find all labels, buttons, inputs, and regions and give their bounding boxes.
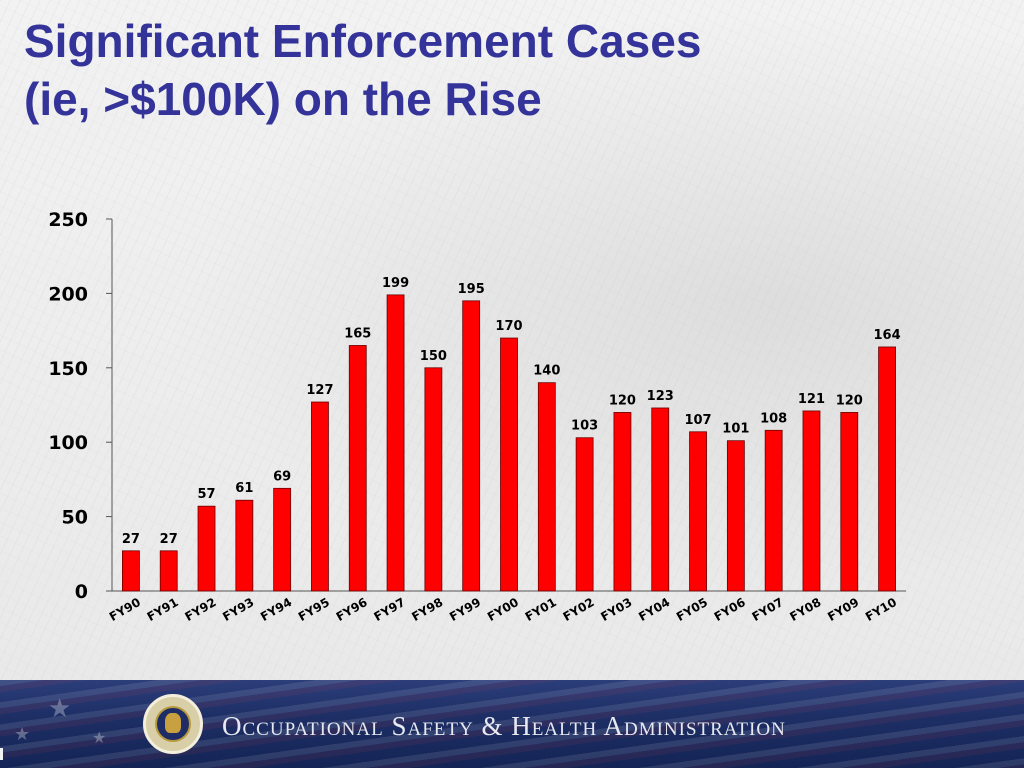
data-label: 150 <box>420 349 447 364</box>
data-label: 27 <box>160 532 178 547</box>
x-tick-label: FY01 <box>523 595 559 624</box>
data-label: 121 <box>798 392 825 407</box>
y-tick-label: 0 <box>75 581 88 603</box>
x-tick-label: FY90 <box>107 595 143 624</box>
bar <box>197 505 216 592</box>
x-tick-label: FY94 <box>258 595 294 624</box>
data-label: 69 <box>273 469 291 484</box>
bar <box>726 440 745 592</box>
bar <box>273 487 292 592</box>
bar <box>613 412 632 592</box>
data-label: 103 <box>571 419 598 434</box>
star-icon: ★ <box>14 724 31 745</box>
y-tick-label: 200 <box>48 283 88 305</box>
bar <box>122 550 140 592</box>
star-icon: ★ <box>92 728 107 747</box>
data-label: 61 <box>235 481 253 496</box>
x-tick-label: FY00 <box>485 595 521 624</box>
bar <box>689 431 707 592</box>
x-tick-label: FY04 <box>636 595 672 624</box>
y-tick-label: 50 <box>62 507 88 529</box>
data-label: 27 <box>122 532 140 547</box>
data-label: 123 <box>647 389 674 404</box>
slide-edge-marker <box>0 748 3 760</box>
star-icon: ★ <box>48 694 72 724</box>
bar <box>424 367 443 592</box>
data-label: 140 <box>533 364 560 379</box>
data-label: 199 <box>382 276 409 291</box>
bar <box>386 294 405 592</box>
bar-chart: 0 50 100 150 200 250 27 FY90 27 FY91 57 FY92 61 FY93 6… <box>48 209 906 624</box>
y-tick-label: 250 <box>48 209 88 231</box>
data-label: 127 <box>306 383 333 398</box>
y-tick-label: 100 <box>48 432 88 454</box>
slide-title-line2: (ie, >$100K) on the Rise <box>24 73 542 125</box>
x-tick-label: FY91 <box>145 595 181 624</box>
slide-title: Significant Enforcement Cases (ie, >$100… <box>24 12 984 128</box>
bar <box>462 300 481 592</box>
bar <box>840 412 859 592</box>
bar <box>235 499 254 592</box>
x-tick-label: FY99 <box>447 595 483 624</box>
bar <box>651 407 670 592</box>
x-tick-label: FY05 <box>674 595 710 624</box>
bar <box>575 437 594 592</box>
data-label: 120 <box>836 393 863 408</box>
data-label: 57 <box>197 487 215 502</box>
slide-title-line1: Significant Enforcement Cases <box>24 15 702 67</box>
data-label: 170 <box>495 319 522 334</box>
bar <box>537 382 556 592</box>
x-tick-label: FY92 <box>182 595 218 624</box>
bar <box>764 429 783 592</box>
data-label: 164 <box>874 328 901 343</box>
data-label: 108 <box>760 411 787 426</box>
seal-center <box>155 706 191 742</box>
data-label: 165 <box>344 326 371 341</box>
eagle-icon <box>165 713 181 733</box>
bar <box>311 401 329 592</box>
x-tick-label: FY08 <box>787 595 823 624</box>
x-tick-label: FY02 <box>561 595 597 624</box>
x-tick-label: FY97 <box>372 595 408 624</box>
bar <box>802 410 821 592</box>
bar <box>878 346 896 592</box>
x-tick-label: FY03 <box>598 595 634 624</box>
x-tick-label: FY06 <box>712 595 748 624</box>
agency-name: Occupational Safety & Health Administrat… <box>222 711 786 741</box>
x-tick-label: FY96 <box>334 595 370 624</box>
bar <box>159 550 178 592</box>
x-tick-label: FY07 <box>750 595 786 624</box>
x-tick-label: FY98 <box>409 595 445 624</box>
x-tick-label: FY95 <box>296 595 332 624</box>
data-label: 120 <box>609 393 636 408</box>
x-tick-label: FY10 <box>863 595 899 624</box>
data-label: 107 <box>684 413 711 428</box>
x-tick-label: FY09 <box>825 595 861 624</box>
x-tick-label: FY93 <box>220 595 256 624</box>
data-label: 101 <box>722 422 749 437</box>
dol-seal-icon <box>143 694 203 754</box>
data-label: 195 <box>458 282 485 297</box>
bar <box>500 337 518 592</box>
y-tick-label: 150 <box>48 358 88 380</box>
bar <box>348 345 367 592</box>
